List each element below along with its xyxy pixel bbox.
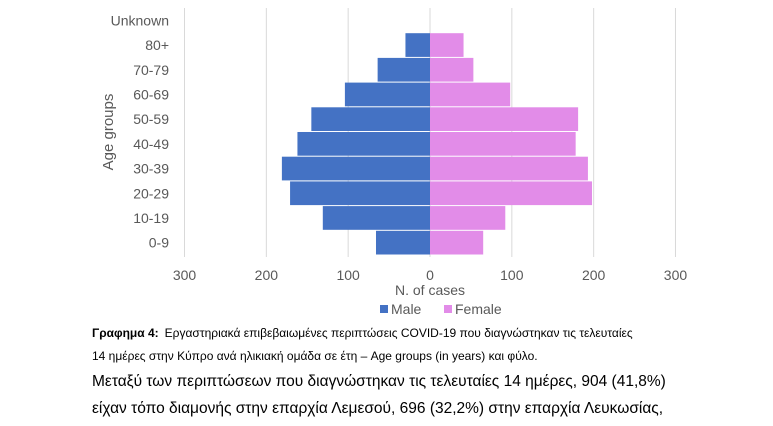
category-label: 60-69 (133, 86, 169, 102)
x-tick-label: 300 (664, 267, 688, 283)
legend-swatch-male (380, 305, 388, 313)
bar-male-70-79 (377, 57, 430, 82)
legend-swatch-female (444, 305, 452, 313)
paragraph-line-2: είχαν τόπο διαμονής στην επαρχία Λεμεσού… (92, 400, 664, 417)
x-tick-label: 300 (173, 267, 197, 283)
category-label: 40-49 (133, 136, 169, 152)
bar-male-30-39 (281, 156, 430, 181)
bar-male-0-9 (375, 230, 430, 255)
x-tick-label: 200 (582, 267, 606, 283)
category-label: 10-19 (133, 210, 169, 226)
bar-female-60-69 (430, 82, 511, 107)
bar-female-10-19 (430, 206, 506, 230)
caption-line-1: Εργαστηριακά επιβεβαιωμένες περιπτώσεις … (164, 326, 633, 340)
legend: Male Female (380, 301, 502, 317)
bar-female-0-9 (430, 230, 484, 255)
paragraph-line-1: Μεταξύ των περιπτώσεων που διαγνώστηκαν … (92, 373, 666, 390)
bar-male-80+ (405, 33, 430, 57)
bars (281, 33, 593, 255)
legend-label-male: Male (391, 301, 422, 317)
category-label: 50-59 (133, 111, 169, 127)
bar-female-30-39 (430, 156, 588, 181)
bar-female-40-49 (430, 131, 576, 156)
category-label: Unknown (111, 12, 169, 28)
bar-female-50-59 (430, 107, 579, 132)
bar-male-60-69 (344, 82, 430, 107)
category-label: 80+ (145, 37, 169, 53)
category-label: 0-9 (149, 235, 169, 251)
bar-male-50-59 (311, 107, 430, 132)
x-tick-label: 100 (500, 267, 524, 283)
bar-female-80+ (430, 33, 464, 57)
bar-female-70-79 (430, 57, 474, 82)
legend-label-female: Female (455, 301, 502, 317)
x-axis-label: N. of cases (395, 282, 465, 298)
category-labels: 0-9 10-19 20-29 30-39 40-49 50-59 60-69 70-79 80… (111, 12, 170, 250)
x-tick-label: 100 (336, 267, 360, 283)
x-tick-labels: 300 200 100 0 100 200 300 (173, 267, 688, 283)
body-paragraph: Μεταξύ των περιπτώσεων που διαγνώστηκαν … (92, 368, 762, 422)
bar-male-20-29 (290, 181, 430, 206)
population-pyramid-chart: 0-9 10-19 20-29 30-39 40-49 50-59 60-69 70-79 80… (100, 8, 688, 317)
bar-male-40-49 (297, 131, 430, 156)
caption-label: Γραφημα 4: (92, 326, 159, 340)
figure-caption: Γραφημα 4: Εργαστηριακά επιβεβαιωμένες πε… (92, 322, 752, 368)
category-label: 20-29 (133, 185, 169, 201)
bar-female-20-29 (430, 181, 593, 206)
bar-male-10-19 (322, 206, 430, 230)
category-label: 70-79 (133, 62, 169, 78)
x-tick-label: 200 (255, 267, 279, 283)
y-axis-label: Age groups (100, 94, 117, 171)
x-tick-label: 0 (426, 267, 434, 283)
caption-line-2: 14 ημέρες στην Κύπρο ανά ηλικιακή ομάδα … (92, 349, 538, 363)
category-label: 30-39 (133, 161, 169, 177)
